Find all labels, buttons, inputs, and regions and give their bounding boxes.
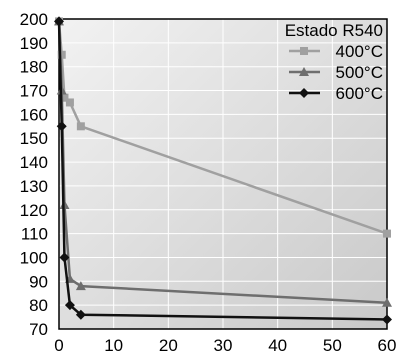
- data-point: [65, 98, 74, 107]
- legend-item: 400°C: [289, 42, 383, 61]
- plot-frame: [58, 18, 388, 330]
- legend-swatch-marker: [300, 47, 308, 55]
- legend-item: 600°C: [289, 84, 383, 103]
- data-point: [76, 122, 85, 131]
- series-3: [54, 16, 392, 325]
- y-tick-label: 160: [20, 105, 48, 124]
- legend-label: 600°C: [336, 84, 383, 103]
- y-tick-label: 190: [20, 34, 48, 53]
- series-layer: [54, 16, 392, 325]
- legend-swatch-marker: [299, 88, 309, 98]
- data-point: [75, 281, 86, 291]
- x-tick-label: 40: [268, 336, 287, 355]
- x-tick-label: 0: [54, 336, 63, 355]
- x-tick-label: 50: [323, 336, 342, 355]
- y-tick-label: 80: [29, 296, 48, 315]
- legend-swatch-marker: [299, 67, 309, 76]
- legend-label: 400°C: [336, 42, 383, 61]
- x-tick-label: 20: [159, 336, 178, 355]
- data-point: [57, 50, 66, 59]
- legend-label: 500°C: [336, 63, 383, 82]
- data-point: [382, 314, 392, 325]
- data-point: [59, 252, 70, 263]
- data-point: [75, 309, 86, 320]
- y-tick-label: 180: [20, 58, 48, 77]
- y-tick-label: 140: [20, 153, 48, 172]
- legend: Estado R540 400°C 500°C 600°C: [285, 21, 383, 103]
- x-tick-label: 30: [214, 336, 233, 355]
- series-line: [57, 21, 388, 321]
- data-point: [382, 297, 392, 307]
- y-axis-tick-labels: 70 80 90 100 110 120 130 140 150 160 170 180 190 200: [20, 10, 48, 339]
- x-tick-label: 10: [104, 336, 123, 355]
- y-tick-label: 170: [20, 82, 48, 101]
- legend-title: Estado R540: [285, 21, 383, 40]
- legend-item: 500°C: [289, 63, 383, 82]
- data-point: [54, 16, 64, 27]
- y-tick-label: 100: [20, 248, 48, 267]
- legend-items: 400°C 500°C 600°C: [289, 42, 383, 103]
- data-point: [56, 121, 67, 132]
- y-tick-label: 110: [21, 225, 48, 244]
- y-tick-label: 120: [20, 201, 48, 220]
- data-point: [64, 300, 75, 311]
- y-tick-label: 150: [20, 129, 48, 148]
- y-tick-label: 200: [20, 10, 48, 29]
- y-tick-label: 130: [20, 177, 48, 196]
- data-point: [60, 93, 69, 102]
- x-axis-tick-labels: 0 10 20 30 40 50 60: [54, 336, 396, 355]
- x-tick-label: 60: [378, 336, 397, 355]
- y-tick-label: 70: [29, 320, 48, 339]
- data-point: [383, 229, 391, 238]
- y-tick-label: 90: [29, 272, 48, 291]
